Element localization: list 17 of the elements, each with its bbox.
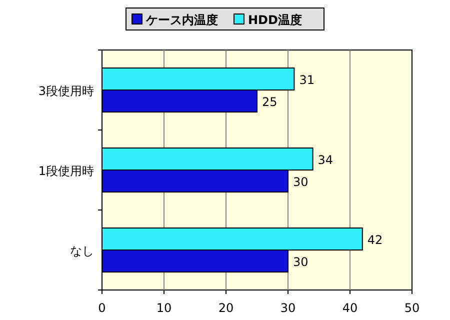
data-label: 30 <box>293 255 308 269</box>
x-tick-label: 50 <box>404 301 420 315</box>
legend-label: HDD温度 <box>248 13 302 27</box>
x-tick-label: 20 <box>218 301 234 315</box>
y-tick-label: 1段使用時 <box>38 164 94 178</box>
x-tick-label: 10 <box>156 301 172 315</box>
x-tick-label: 0 <box>98 301 106 315</box>
y-tick-label: なし <box>70 244 94 258</box>
y-tick-label: 3段使用時 <box>38 84 94 98</box>
x-tick-label: 30 <box>280 301 296 315</box>
data-label: 25 <box>262 95 278 109</box>
x-tick-label: 40 <box>342 301 358 315</box>
data-label: 34 <box>318 153 334 167</box>
legend-label: ケース内温度 <box>145 13 218 27</box>
data-label: 31 <box>299 73 314 87</box>
data-label: 42 <box>367 233 383 247</box>
data-label: 30 <box>293 175 308 189</box>
